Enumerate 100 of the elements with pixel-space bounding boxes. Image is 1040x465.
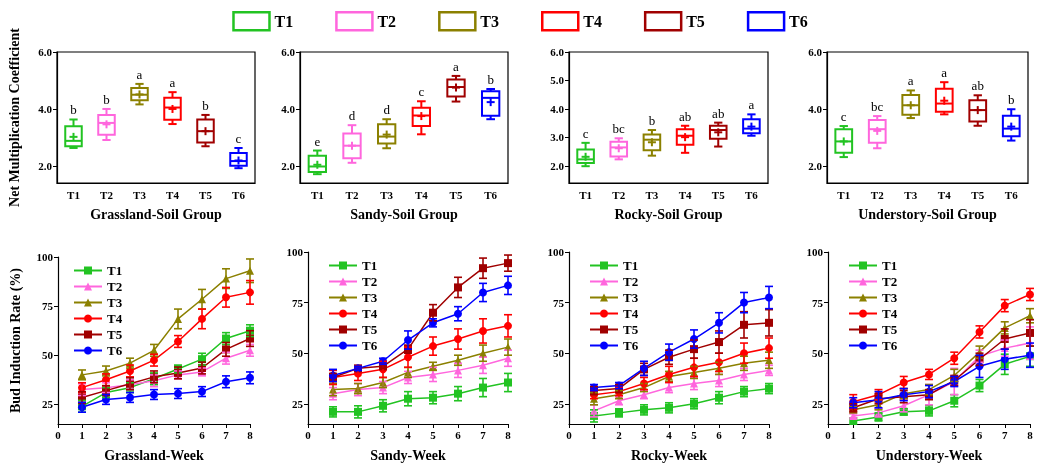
- annotation: a: [748, 97, 755, 113]
- annotation: c: [840, 109, 847, 125]
- y-tick-label: 25: [42, 398, 54, 411]
- x-tick-label: 7: [480, 428, 487, 441]
- annotation: c: [418, 84, 425, 100]
- y-tick-label: 6.0: [281, 46, 296, 58]
- legend-label: T5: [623, 322, 639, 337]
- x-tick-label: 5: [175, 428, 182, 441]
- y-tick-label: 75: [42, 300, 54, 313]
- y-tick-label: 4.0: [38, 102, 53, 115]
- x-tick-label: T1: [310, 188, 324, 201]
- annotation: ab: [971, 78, 984, 94]
- x-tick-label: T2: [870, 188, 885, 201]
- x-tick-label: 3: [641, 428, 648, 441]
- x-axis-title: Rocky-Soil Group: [614, 206, 723, 222]
- y-tick-label: 25: [553, 397, 565, 410]
- x-tick-label: 0: [305, 428, 312, 441]
- legend-label: T2: [882, 274, 898, 289]
- annotation: b: [103, 91, 110, 107]
- y-tick-label: 2.0: [550, 159, 565, 172]
- y-tick-label: 75: [812, 296, 824, 309]
- x-tick-label: 8: [766, 428, 773, 441]
- y-tick-label: 50: [292, 347, 304, 360]
- legend-label: T1: [274, 12, 294, 30]
- legend-label: T2: [623, 274, 639, 289]
- y-tick-label: 2.0: [281, 159, 296, 172]
- legend-label: T4: [362, 306, 378, 321]
- y-tick-label: 100: [547, 246, 565, 258]
- y-tick-label: 75: [553, 296, 565, 309]
- annotation: a: [453, 58, 460, 74]
- x-tick-label: 1: [591, 428, 597, 441]
- x-tick-label: T6: [744, 188, 759, 201]
- x-tick-label: 3: [901, 428, 907, 441]
- x-tick-label: 2: [355, 428, 362, 441]
- x-tick-label: T5: [199, 188, 213, 201]
- legend-label: T1: [107, 263, 123, 278]
- x-axis-title: Grassland-Soil Group: [90, 206, 223, 222]
- x-tick-label: 1: [850, 428, 856, 441]
- x-tick-label: 5: [951, 428, 958, 441]
- x-tick-label: T6: [232, 188, 246, 201]
- legend-label: T3: [882, 290, 898, 305]
- annotation: bc: [871, 99, 884, 115]
- y-tick-label: 3.0: [550, 131, 565, 144]
- x-tick-label: 1: [330, 428, 336, 441]
- x-tick-label: T3: [133, 188, 147, 201]
- x-tick-label: 5: [430, 428, 437, 441]
- y-tick-label: 50: [812, 347, 824, 360]
- annotation: d: [383, 102, 391, 118]
- legend-label: T6: [882, 338, 898, 353]
- x-axis-title: Grassland-Week: [104, 447, 204, 463]
- x-tick-label: 4: [151, 428, 158, 441]
- annotation: a: [136, 66, 143, 82]
- y-tick-label: 6.0: [550, 46, 565, 58]
- x-tick-label: T1: [837, 188, 851, 201]
- legend-label: T2: [362, 274, 378, 289]
- legend-label: T2: [377, 12, 397, 30]
- x-tick-label: T2: [345, 188, 359, 201]
- x-tick-label: T5: [449, 188, 463, 201]
- x-axis-title: Understory-Week: [875, 447, 983, 463]
- legend-label: T5: [107, 327, 123, 342]
- legend-label: T4: [107, 311, 123, 326]
- legend-label: T5: [362, 322, 378, 337]
- x-tick-label: 2: [103, 428, 110, 441]
- x-tick-label: T3: [380, 188, 394, 201]
- y-tick-label: 4.0: [281, 102, 296, 115]
- x-tick-label: 0: [55, 428, 62, 441]
- x-tick-label: 7: [1002, 428, 1008, 441]
- x-tick-label: T2: [100, 188, 114, 201]
- x-tick-label: 4: [666, 428, 673, 441]
- y-tick-label: 4.0: [550, 102, 565, 115]
- x-tick-label: T1: [579, 188, 593, 201]
- x-tick-label: 6: [976, 428, 983, 441]
- x-tick-label: 0: [825, 428, 832, 441]
- legend-label: T3: [480, 12, 499, 30]
- annotation: b: [487, 72, 494, 88]
- x-tick-label: 7: [741, 428, 748, 441]
- x-tick-label: T3: [904, 188, 918, 201]
- legend-label: T4: [583, 12, 602, 30]
- x-tick-label: T6: [484, 188, 498, 201]
- annotation: b: [648, 113, 656, 129]
- x-tick-label: 3: [380, 428, 387, 441]
- y-axis-title: Net Multiplication Coefficient: [6, 27, 22, 207]
- y-tick-label: 5.0: [550, 74, 565, 87]
- y-tick-label: 6.0: [38, 46, 53, 58]
- legend-label: T1: [362, 258, 378, 273]
- y-tick-label: 100: [806, 246, 824, 258]
- x-tick-label: 4: [405, 428, 412, 441]
- annotation: a: [941, 65, 948, 81]
- x-axis-title: Understory-Soil Group: [858, 206, 997, 222]
- x-tick-label: T1: [67, 188, 80, 201]
- x-tick-label: T4: [678, 188, 692, 201]
- x-tick-label: T2: [612, 188, 626, 201]
- annotation: ab: [678, 108, 692, 124]
- x-tick-label: 6: [199, 428, 206, 441]
- legend-label: T6: [362, 338, 378, 353]
- x-tick-label: 2: [875, 428, 882, 441]
- x-axis-title: Sandy-Week: [370, 447, 446, 463]
- legend-label: T4: [623, 306, 639, 321]
- x-tick-label: T3: [645, 188, 659, 201]
- legend-label: T3: [362, 290, 378, 305]
